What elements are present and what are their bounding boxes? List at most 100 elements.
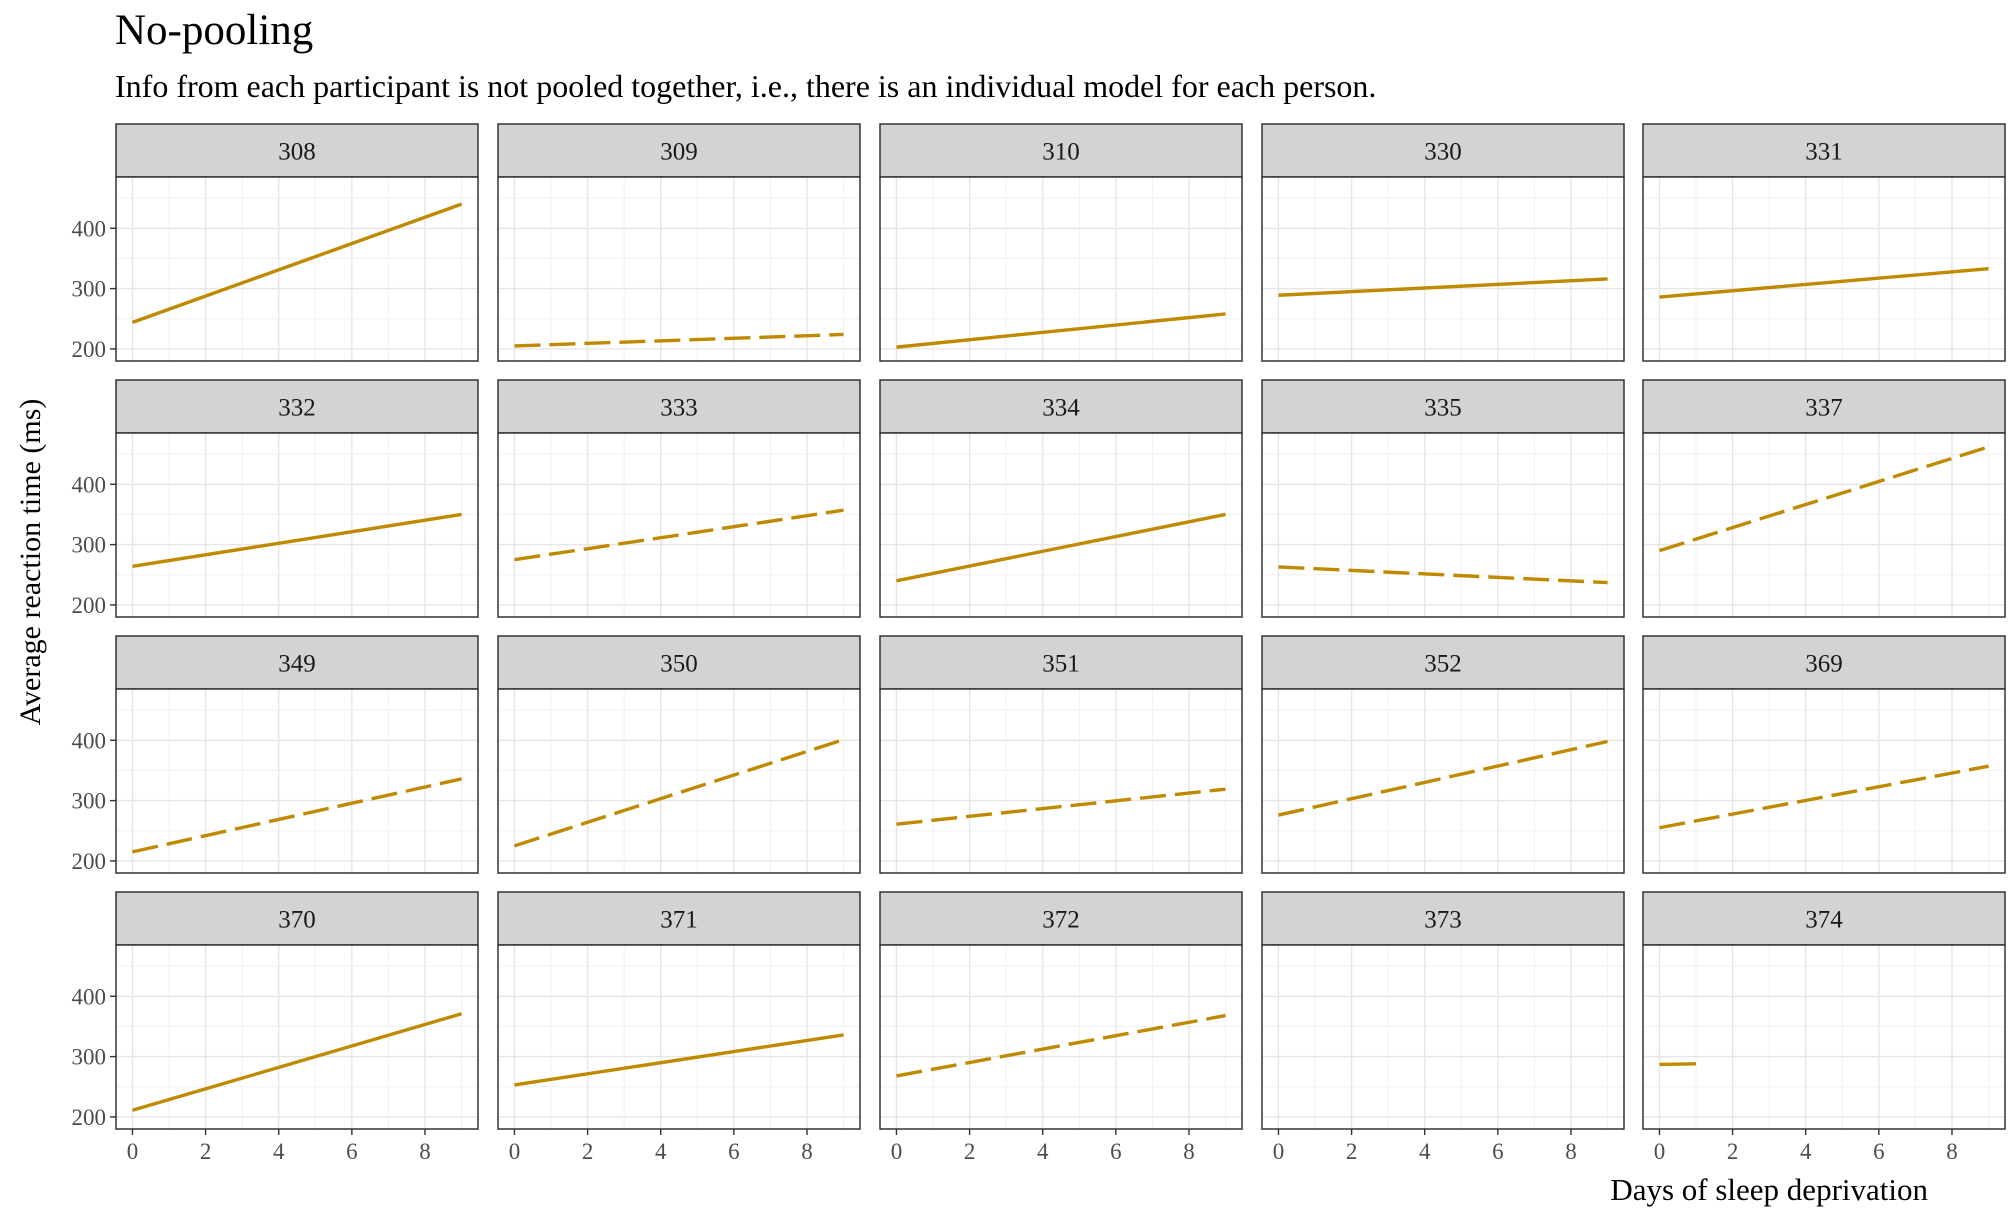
plot-background xyxy=(498,433,860,617)
facet-strip xyxy=(1642,635,2006,690)
y-tick-label: 200 xyxy=(72,593,107,618)
series-line xyxy=(1659,1062,1697,1067)
y-tick-label: 300 xyxy=(72,533,107,558)
x-tick-label: 2 xyxy=(582,1139,594,1164)
x-tick-label: 8 xyxy=(801,1139,813,1164)
panel-border xyxy=(1642,432,2006,618)
facet-label: 331 xyxy=(1805,139,1843,166)
series-line xyxy=(896,312,1226,349)
plot-background xyxy=(1643,945,2005,1129)
panel-border xyxy=(1261,688,1625,874)
series-line xyxy=(514,508,844,562)
chart-title: No-pooling xyxy=(115,7,314,54)
facet-label: 369 xyxy=(1805,651,1843,678)
facet-panel: 337 xyxy=(1642,379,2006,618)
x-tick-label: 4 xyxy=(655,1139,667,1164)
facet-strip xyxy=(1261,891,1625,946)
facet-strip xyxy=(1261,635,1625,690)
series-line xyxy=(132,512,462,569)
panel-border xyxy=(115,944,479,1130)
plot-background xyxy=(1262,945,1624,1129)
series-line xyxy=(131,202,463,324)
x-tick-label: 2 xyxy=(1346,1139,1358,1164)
x-tick-label: 6 xyxy=(1873,1139,1885,1164)
panel-border xyxy=(1261,944,1625,1130)
y-axis-label: Average reaction time (ms) xyxy=(14,398,47,726)
series-line xyxy=(1659,267,1989,299)
facet-strip xyxy=(1642,379,2006,434)
y-tick-label: 300 xyxy=(72,1045,107,1070)
facet-panel: 331 xyxy=(1642,123,2006,362)
plot-background xyxy=(498,945,860,1129)
facet-label: 334 xyxy=(1042,395,1080,422)
panel-border xyxy=(497,432,861,618)
panel-border xyxy=(497,176,861,362)
facet-strip xyxy=(1261,379,1625,434)
facet-panel: 352 xyxy=(1261,635,1625,874)
series-line xyxy=(132,777,462,854)
plot-background xyxy=(1262,177,1624,361)
facet-label: 330 xyxy=(1424,139,1462,166)
facet-label: 333 xyxy=(660,395,698,422)
plot-background xyxy=(1643,177,2005,361)
x-tick-label: 6 xyxy=(1110,1139,1122,1164)
x-tick-label: 0 xyxy=(127,1139,139,1164)
y-tick-label: 400 xyxy=(72,728,107,753)
x-tick-label: 0 xyxy=(509,1139,521,1164)
panel-border xyxy=(879,944,1243,1130)
x-tick-label: 4 xyxy=(1419,1139,1431,1164)
facet-label: 370 xyxy=(278,907,316,934)
plot-background xyxy=(1262,689,1624,873)
series-line xyxy=(514,1033,844,1087)
facet-panel: 374 0 2 4 6 8 xyxy=(1642,891,2006,1164)
facet-panel: 334 xyxy=(879,379,1243,618)
facet-strip xyxy=(879,379,1243,434)
plot-background xyxy=(116,689,478,873)
y-tick-label: 400 xyxy=(72,472,107,497)
y-tick-label: 300 xyxy=(72,789,107,814)
x-tick-label: 4 xyxy=(1800,1139,1812,1164)
panel-border xyxy=(115,176,479,362)
facet-label: 335 xyxy=(1424,395,1462,422)
plot-background xyxy=(116,177,478,361)
facet-strip xyxy=(1642,891,2006,946)
x-tick-label: 2 xyxy=(200,1139,212,1164)
y-tick-label: 200 xyxy=(72,849,107,874)
facet-strip xyxy=(497,123,861,178)
facet-label: 308 xyxy=(278,139,316,166)
panel-border xyxy=(1261,176,1625,362)
facet-panel: 373 0 2 4 6 8 xyxy=(1261,891,1625,1164)
facet-label: 349 xyxy=(278,651,316,678)
facet-strip xyxy=(115,379,479,434)
facet-strip xyxy=(115,891,479,946)
x-tick-label: 4 xyxy=(273,1139,285,1164)
facet-label: 337 xyxy=(1805,395,1843,422)
facet-panel: 351 xyxy=(879,635,1243,874)
x-tick-label: 6 xyxy=(346,1139,358,1164)
plot-background xyxy=(498,689,860,873)
plot-background xyxy=(498,177,860,361)
facet-panel: 371 0 2 4 6 8 xyxy=(497,891,861,1164)
facet-label: 332 xyxy=(278,395,316,422)
series-line xyxy=(1278,277,1608,297)
series-line xyxy=(896,512,1226,583)
facet-panel: 370 200 300 400 0 2 4 6 8 xyxy=(72,891,479,1164)
facet-strip xyxy=(1261,123,1625,178)
plot-background xyxy=(880,433,1242,617)
x-tick-label: 8 xyxy=(1183,1139,1195,1164)
facet-label: 310 xyxy=(1042,139,1080,166)
series-line xyxy=(1658,445,1990,553)
facet-panel: 349 200 300 400 xyxy=(72,635,479,874)
panel-border xyxy=(1642,688,2006,874)
plot-background xyxy=(880,689,1242,873)
y-tick-label: 400 xyxy=(72,216,107,241)
panel-border xyxy=(115,688,479,874)
facet-label: 374 xyxy=(1805,907,1843,934)
series-line xyxy=(896,1013,1226,1078)
x-tick-label: 2 xyxy=(1727,1139,1739,1164)
panel-border xyxy=(879,688,1243,874)
y-tick-label: 200 xyxy=(72,337,107,362)
series-line xyxy=(1278,565,1608,585)
